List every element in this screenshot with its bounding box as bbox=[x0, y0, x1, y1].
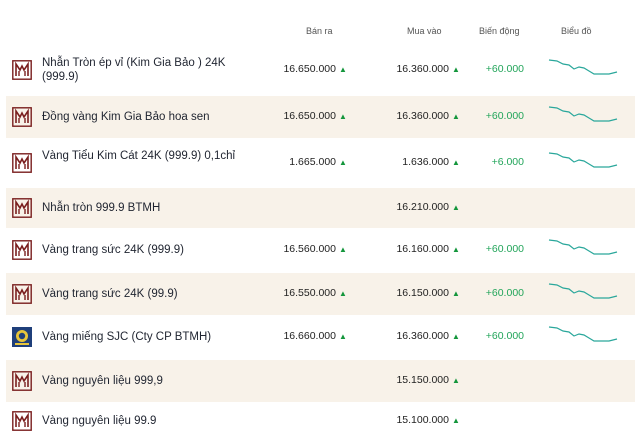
sell-price: 16.650.000 bbox=[283, 110, 336, 122]
buy-price: 16.210.000 bbox=[396, 201, 449, 213]
buy-price: 16.360.000 bbox=[396, 330, 449, 342]
up-arrow-icon: ▲ bbox=[452, 245, 460, 254]
buy-price: 15.150.000 bbox=[396, 374, 449, 386]
up-arrow-icon: ▲ bbox=[452, 415, 460, 425]
header-ban-ra: Bán ra bbox=[306, 26, 333, 36]
up-arrow-icon: ▲ bbox=[452, 112, 460, 121]
up-arrow-icon: ▲ bbox=[339, 65, 347, 74]
product-name[interactable]: Vàng trang sức 24K (99.9) bbox=[42, 288, 178, 300]
table-row[interactable]: Vàng nguyên liệu 999,9 15.150.000 ▲ bbox=[6, 360, 635, 402]
product-name[interactable]: Vàng Tiểu Kim Cát 24K (999.9) 0,1chỉ bbox=[42, 150, 236, 162]
btmh-logo-icon bbox=[12, 371, 32, 391]
price-change: +6.000 bbox=[491, 156, 524, 168]
up-arrow-icon: ▲ bbox=[339, 158, 347, 167]
product-name[interactable]: Vàng miếng SJC (Cty CP BTMH) bbox=[42, 331, 212, 343]
sell-price: 1.665.000 bbox=[289, 156, 336, 168]
btmh-logo-icon bbox=[12, 60, 32, 80]
sparkline-chart[interactable] bbox=[547, 105, 619, 127]
sell-price: 16.560.000 bbox=[283, 243, 336, 255]
sparkline-chart[interactable] bbox=[547, 282, 619, 304]
product-name[interactable]: Vàng nguyên liệu 999,9 bbox=[42, 375, 163, 387]
btmh-logo-icon bbox=[12, 198, 32, 218]
price-change: +60.000 bbox=[485, 330, 524, 342]
table-row[interactable]: Nhẫn tròn 999.9 BTMH 16.210.000 ▲ bbox=[6, 188, 635, 228]
sell-price: 16.660.000 bbox=[283, 330, 336, 342]
up-arrow-icon: ▲ bbox=[339, 332, 347, 341]
table-row[interactable]: Vàng trang sức 24K (99.9) 16.550.000 ▲ 16.1… bbox=[6, 273, 635, 315]
table-row[interactable]: Vàng nguyên liệu 99.9 15.100.000 ▲ bbox=[6, 404, 635, 437]
sparkline-chart[interactable] bbox=[547, 238, 619, 260]
table-row[interactable]: Vàng Tiểu Kim Cát 24K (999.9) 0,1chỉ 1.66… bbox=[6, 140, 635, 186]
product-name[interactable]: Nhẫn Tròn ép vỉ (Kim Gia Bảo ) 24K (999.… bbox=[42, 57, 226, 83]
btmh-logo-icon bbox=[12, 410, 32, 431]
btmh-logo-icon bbox=[12, 153, 32, 173]
price-change: +60.000 bbox=[485, 243, 524, 255]
price-change: +60.000 bbox=[485, 287, 524, 299]
sell-price: 16.650.000 bbox=[283, 63, 336, 75]
up-arrow-icon: ▲ bbox=[339, 112, 347, 121]
up-arrow-icon: ▲ bbox=[452, 158, 460, 167]
table-row[interactable]: Vàng trang sức 24K (999.9) 16.560.000 ▲ 16.… bbox=[6, 229, 635, 271]
table-header: Bán ra Mua vào Biến động Biểu đồ bbox=[0, 0, 640, 44]
buy-price: 16.150.000 bbox=[396, 287, 449, 299]
buy-price: 16.360.000 bbox=[396, 110, 449, 122]
table-row[interactable]: Nhẫn Tròn ép vỉ (Kim Gia Bảo ) 24K (999.… bbox=[6, 48, 635, 92]
btmh-logo-icon bbox=[12, 284, 32, 304]
header-bien-dong: Biến động bbox=[479, 26, 520, 36]
product-name[interactable]: Vàng nguyên liệu 99.9 bbox=[42, 414, 157, 427]
buy-price: 16.360.000 bbox=[396, 63, 449, 75]
product-name[interactable]: Nhẫn tròn 999.9 BTMH bbox=[42, 202, 161, 214]
sparkline-chart[interactable] bbox=[547, 58, 619, 80]
sparkline-chart[interactable] bbox=[547, 325, 619, 347]
buy-price: 1.636.000 bbox=[402, 156, 449, 168]
product-name[interactable]: Vàng trang sức 24K (999.9) bbox=[42, 244, 184, 256]
up-arrow-icon: ▲ bbox=[339, 289, 347, 298]
header-mua-vao: Mua vào bbox=[407, 26, 442, 36]
buy-price: 15.100.000 bbox=[396, 413, 449, 426]
up-arrow-icon: ▲ bbox=[452, 332, 460, 341]
sell-price: 16.550.000 bbox=[283, 287, 336, 299]
product-name[interactable]: Đồng vàng Kim Gia Bảo hoa sen bbox=[42, 111, 210, 123]
up-arrow-icon: ▲ bbox=[339, 245, 347, 254]
price-change: +60.000 bbox=[485, 63, 524, 75]
sparkline-chart[interactable] bbox=[547, 151, 619, 173]
table-row[interactable]: Vàng miếng SJC (Cty CP BTMH) 16.660.000 ▲ 1… bbox=[6, 317, 635, 357]
table-row[interactable]: Đồng vàng Kim Gia Bảo hoa sen 16.650.000 ▲… bbox=[6, 96, 635, 138]
up-arrow-icon: ▲ bbox=[452, 203, 460, 212]
up-arrow-icon: ▲ bbox=[452, 289, 460, 298]
up-arrow-icon: ▲ bbox=[452, 376, 460, 385]
header-bieu-do: Biểu đồ bbox=[561, 26, 592, 36]
btmh-logo-icon bbox=[12, 107, 32, 127]
sjc-logo-icon bbox=[12, 327, 32, 347]
btmh-logo-icon bbox=[12, 240, 32, 260]
buy-price: 16.160.000 bbox=[396, 243, 449, 255]
price-change: +60.000 bbox=[485, 110, 524, 122]
up-arrow-icon: ▲ bbox=[452, 65, 460, 74]
